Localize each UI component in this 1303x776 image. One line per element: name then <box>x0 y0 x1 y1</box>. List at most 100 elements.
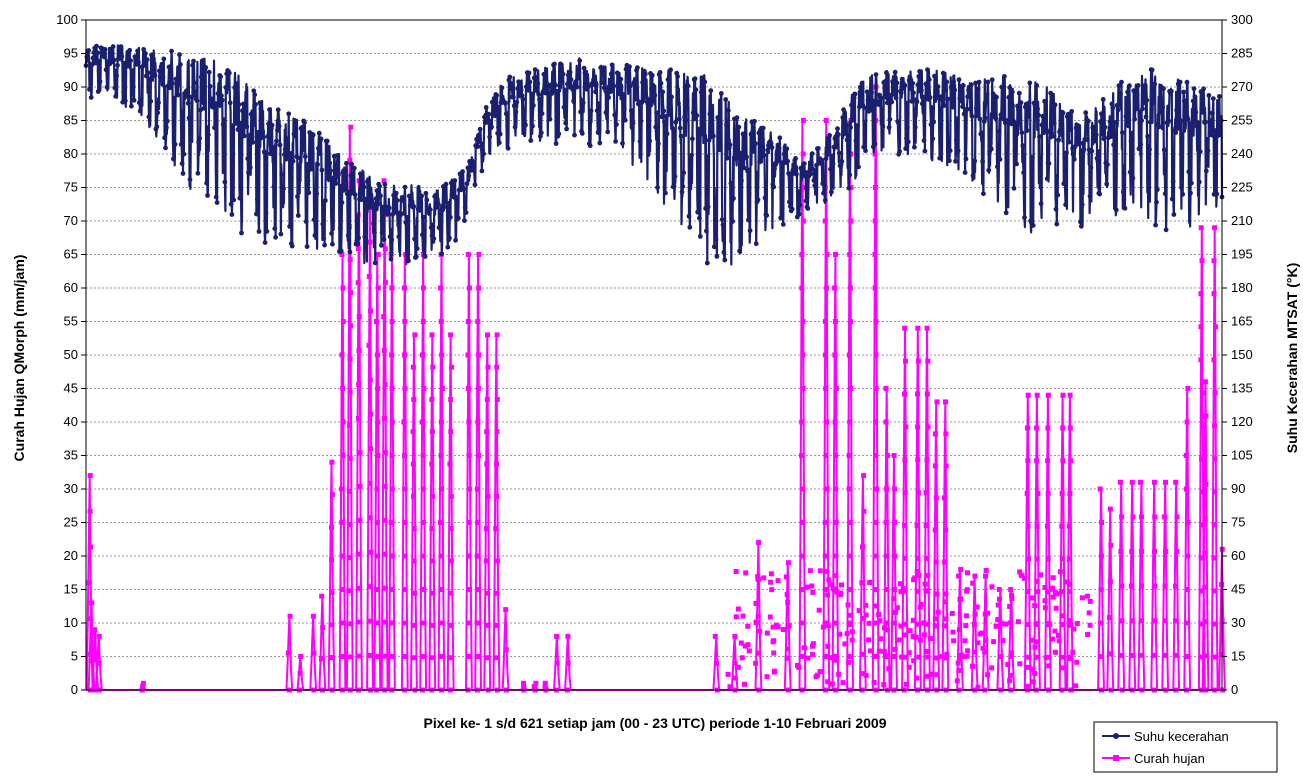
rainfall-point <box>769 587 775 593</box>
brightness-point <box>985 79 991 85</box>
brightness-point <box>329 231 334 236</box>
rainfall-point <box>1200 423 1205 429</box>
rainfall-point <box>412 590 418 596</box>
rainfall-point <box>964 587 970 593</box>
rainfall-point <box>388 520 394 525</box>
rainfall-point <box>1086 610 1092 616</box>
brightness-point <box>386 205 392 211</box>
brightness-point <box>1181 89 1186 95</box>
brightness-point <box>367 187 373 192</box>
rainfall-point <box>1097 486 1103 492</box>
brightness-point <box>997 157 1003 162</box>
brightness-point <box>961 111 967 117</box>
brightness-point <box>142 61 147 67</box>
rainfall-point <box>319 593 325 599</box>
brightness-point <box>980 159 985 164</box>
rainfall-point <box>503 647 509 653</box>
rainfall-point <box>772 668 778 674</box>
brightness-point <box>267 107 272 112</box>
brightness-point <box>965 94 971 100</box>
brightness-point <box>1016 107 1021 112</box>
brightness-point <box>797 202 803 208</box>
brightness-point <box>117 48 123 54</box>
brightness-point <box>977 116 983 122</box>
rainfall-point <box>1108 542 1114 548</box>
rainfall-point <box>1119 583 1125 589</box>
rainfall-point <box>429 429 435 435</box>
brightness-point <box>400 196 406 202</box>
rainfall-point <box>916 572 922 578</box>
brightness-point <box>157 68 162 74</box>
brightness-point <box>988 140 993 146</box>
rainfall-point <box>374 587 379 592</box>
brightness-point <box>1161 147 1167 153</box>
brightness-point <box>148 98 154 104</box>
brightness-point <box>1065 111 1071 117</box>
rainfall-point <box>340 453 346 458</box>
rainfall-point <box>732 660 738 666</box>
brightness-point <box>1201 86 1206 92</box>
rainfall-point <box>348 290 353 296</box>
rainfall-point <box>1161 514 1167 520</box>
rainfall-point <box>355 246 361 252</box>
brightness-point <box>532 67 538 72</box>
rainfall-point <box>531 684 537 690</box>
brightness-point <box>537 96 542 102</box>
brightness-point <box>1189 180 1194 186</box>
rainfall-point <box>795 663 800 668</box>
brightness-point <box>1205 148 1211 154</box>
brightness-point <box>829 189 834 195</box>
brightness-point <box>315 162 320 167</box>
rainfall-point <box>892 520 898 525</box>
brightness-point <box>324 138 330 144</box>
rainfall-point <box>1008 650 1014 656</box>
rainfall-point <box>943 591 949 597</box>
rainfall-point <box>771 650 777 656</box>
right-y-axis: 0153045607590105120135150165180195210225… <box>1221 12 1253 697</box>
rainfall-point <box>1107 506 1113 512</box>
brightness-point <box>518 87 524 93</box>
rainfall-point <box>860 616 866 621</box>
left-tick-label: 85 <box>64 113 78 128</box>
brightness-point <box>776 145 782 151</box>
brightness-point <box>864 89 870 95</box>
brightness-point <box>454 195 459 200</box>
rainfall-point <box>800 553 806 559</box>
brightness-point <box>303 219 309 225</box>
brightness-point <box>309 155 314 161</box>
brightness-point <box>753 141 758 146</box>
rainfall-point <box>1059 523 1065 529</box>
brightness-point <box>889 99 895 105</box>
brightness-point <box>781 151 787 157</box>
brightness-point <box>616 85 622 90</box>
rainfall-point <box>402 386 408 391</box>
brightness-point <box>435 201 441 207</box>
brightness-point <box>602 86 608 92</box>
rainfall-point <box>475 520 481 525</box>
brightness-point <box>180 171 186 176</box>
rainfall-point <box>1119 618 1125 624</box>
brightness-point <box>258 106 264 112</box>
rainfall-point <box>933 559 939 565</box>
brightness-point <box>878 95 884 101</box>
brightness-point <box>1026 100 1032 106</box>
rainfall-point <box>402 453 408 458</box>
brightness-point <box>568 77 574 82</box>
brightness-point <box>1001 116 1006 122</box>
rainfall-point <box>1060 458 1066 464</box>
brightness-point <box>1203 168 1209 174</box>
rainfall-point <box>542 680 548 686</box>
rainfall-point <box>412 332 418 338</box>
brightness-point <box>699 75 705 81</box>
rainfall-point <box>725 671 731 677</box>
rainfall-point <box>1183 453 1189 458</box>
brightness-point <box>1025 107 1031 113</box>
brightness-point <box>437 225 443 231</box>
brightness-point <box>700 99 706 104</box>
brightness-point <box>865 97 871 103</box>
brightness-point <box>844 137 850 143</box>
brightness-point <box>263 210 269 216</box>
brightness-point <box>1039 122 1045 128</box>
brightness-point <box>925 67 930 73</box>
rainfall-point <box>755 613 761 619</box>
